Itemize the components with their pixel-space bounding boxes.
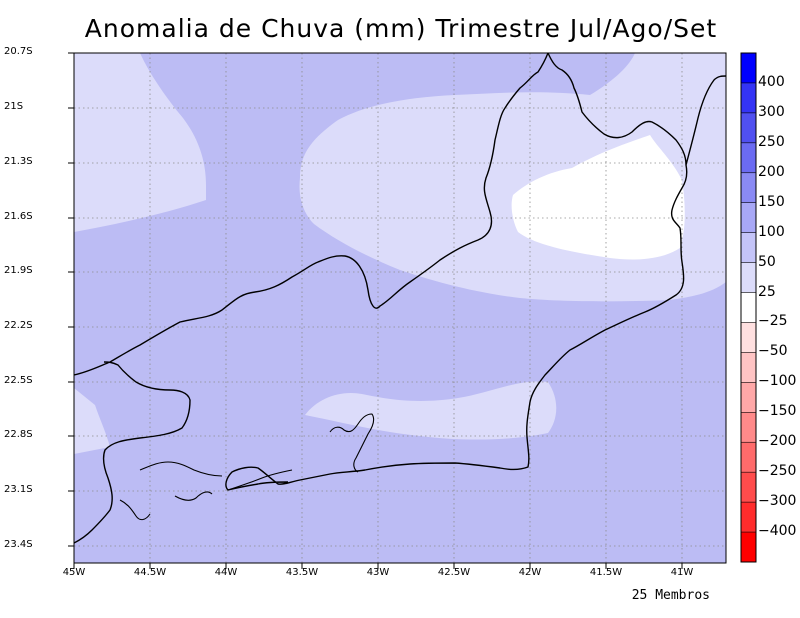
colorbar-label: −25 <box>758 313 788 330</box>
colorbar-segment <box>741 292 756 323</box>
colorbar-segment <box>741 502 756 533</box>
anomaly-level-50-100-north <box>74 53 206 232</box>
colorbar-label: 400 <box>758 73 785 90</box>
lat-label: 21.6S <box>4 211 33 222</box>
anomaly-level-50-100-west <box>74 388 110 454</box>
members-caption: 25 Membros <box>631 588 710 603</box>
grid-lines <box>74 53 726 563</box>
colorbar-segment <box>741 142 756 174</box>
colorbar-label: −400 <box>758 523 797 540</box>
colorbar-segment <box>741 412 756 443</box>
colorbar-segment <box>741 382 756 413</box>
colorbar-segment <box>741 352 756 383</box>
anomaly-level-50-100-south <box>305 381 557 440</box>
lon-label: 43W <box>366 567 390 578</box>
coastline-and-borders <box>74 53 726 544</box>
lat-label: 21S <box>4 101 24 112</box>
colorbar-label: 300 <box>758 103 785 120</box>
colorbar-label: 250 <box>758 133 785 150</box>
colorbar-segment <box>741 442 756 473</box>
colorbar-label: −150 <box>758 403 797 420</box>
lon-label: 43.5W <box>285 567 319 578</box>
colorbar-label: −300 <box>758 493 797 510</box>
western-border <box>74 361 191 544</box>
colorbar-segment <box>741 53 756 84</box>
colorbar-label: 25 <box>758 283 776 300</box>
colorbar-segment <box>741 322 756 353</box>
colorbar-segment <box>741 532 756 563</box>
lat-label: 21.9S <box>4 265 33 276</box>
coastline <box>225 164 688 491</box>
south-coast-inner <box>227 469 293 491</box>
lat-label: 22.5S <box>4 375 33 386</box>
lon-label: 41.5W <box>589 567 623 578</box>
colorbar <box>740 52 757 563</box>
lon-label: 44W <box>214 567 238 578</box>
lat-label: 22.2S <box>4 320 33 331</box>
anomaly-field <box>74 53 726 563</box>
colorbar-label: 100 <box>758 223 785 240</box>
lat-label: 21.3S <box>4 156 33 167</box>
anomaly-level-25-50 <box>511 135 685 260</box>
colorbar-label: 150 <box>758 193 785 210</box>
colorbar-segment <box>741 262 756 293</box>
colorbar-label: −200 <box>758 433 797 450</box>
state-border <box>74 53 549 376</box>
axis-ticks <box>68 52 683 569</box>
colorbar-label: −50 <box>758 343 788 360</box>
lon-label: 45W <box>62 567 86 578</box>
colorbar-segment <box>741 202 756 233</box>
colorbar-segment <box>741 472 756 503</box>
lon-label: 42.5W <box>437 567 471 578</box>
lon-label: 44.5W <box>133 567 167 578</box>
lon-label: 41W <box>670 567 694 578</box>
colorbar-label: 50 <box>758 253 776 270</box>
map-frame <box>73 52 727 564</box>
colorbar-label: −250 <box>758 463 797 480</box>
colorbar-label: −100 <box>758 373 797 390</box>
northern-border <box>547 53 726 166</box>
lat-label: 23.4S <box>4 539 33 550</box>
colorbar-segment <box>741 172 756 204</box>
lon-label: 42W <box>518 567 542 578</box>
lat-label: 20.7S <box>4 46 33 57</box>
colorbar-segment <box>741 82 756 114</box>
colorbar-segment <box>741 112 756 144</box>
lat-label: 23.1S <box>4 484 33 495</box>
chart-title: Anomalia de Chuva (mm) Trimestre Jul/Ago… <box>84 14 718 43</box>
lat-label: 22.8S <box>4 429 33 440</box>
colorbar-segment <box>741 232 756 263</box>
bay-islands <box>119 413 375 521</box>
colorbar-label: 200 <box>758 163 785 180</box>
colorbar-frame <box>740 52 757 563</box>
